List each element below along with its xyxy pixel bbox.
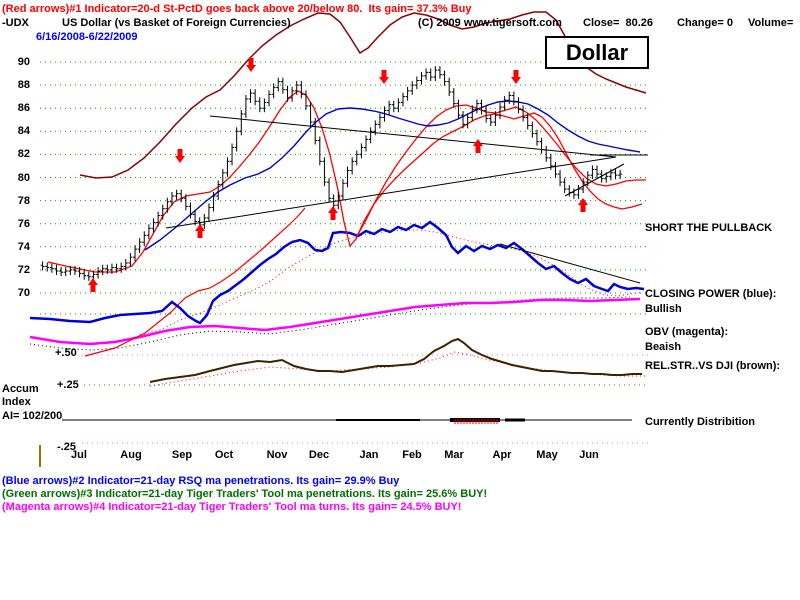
trendline [564, 163, 625, 197]
date-range: 6/16/2008-6/22/2009 [36, 31, 138, 43]
price-tick-72: 72 [17, 263, 30, 276]
sell-arrow-icon [511, 70, 521, 84]
month-label-Mar: Mar [444, 449, 464, 461]
indicator2-line: (Blue arrows)#2 Indicator=21-day RSQ ma … [2, 475, 400, 487]
price-tick-78: 78 [17, 194, 30, 207]
relstr-ma-dotted-line [149, 351, 648, 387]
price-tick-88: 88 [17, 79, 30, 92]
instrument-name: US Dollar (vs Basket of Foreign Currenci… [62, 17, 291, 29]
month-label-Jan: Jan [359, 449, 379, 461]
indicator4-line: (Magenta arrows)#4 Indicator=21-day Tige… [2, 501, 462, 513]
month-label-Jun: Jun [579, 449, 599, 461]
obv-value: Beaish [645, 341, 682, 353]
month-label-May: May [536, 449, 558, 461]
buy-arrow-icon [328, 206, 338, 220]
blue-ma-line [144, 100, 641, 251]
closing-power-line [29, 220, 645, 325]
month-label-Dec: Dec [308, 449, 330, 461]
closing-power-label: CLOSING POWER (blue): [645, 288, 777, 300]
close-value: Close= 80.26 [583, 17, 654, 29]
dollar-label: Dollar [565, 39, 629, 65]
trendline [209, 115, 617, 158]
month-label-Apr: Apr [492, 449, 512, 461]
month-label-Nov: Nov [266, 449, 288, 461]
axis-label-plus25: +.25 [57, 379, 79, 391]
month-label-Sep: Sep [171, 449, 193, 461]
indicator1-title: (Red arrows)#1 Indicator=20-d St-PctD go… [2, 3, 472, 15]
axis-label-minus25: -.25 [57, 441, 76, 453]
trendline [165, 156, 617, 229]
sell-arrow-icon [379, 70, 389, 84]
price-tick-90: 90 [17, 56, 30, 68]
axis-label-plus50: +.50 [55, 347, 77, 359]
relstr-label: REL.STR..VS DJI (brown): [645, 360, 781, 372]
aux-red-line [84, 207, 306, 357]
month-label-Oct: Oct [214, 449, 234, 461]
price-tick-84: 84 [17, 125, 30, 138]
price-tick-82: 82 [17, 148, 30, 161]
closing-power-value: Bullish [645, 303, 682, 315]
ai-value-label: AI= 102/200 [2, 410, 63, 422]
buy-arrow-icon [473, 139, 483, 153]
buy-arrow-icon [578, 198, 588, 212]
volume-value: Volume= [748, 17, 794, 29]
price-tick-80: 80 [17, 171, 30, 184]
closing-power-ma-dotted [139, 229, 643, 336]
ticker-symbol: -UDX [2, 17, 29, 29]
change-value: Change= 0 [677, 17, 733, 29]
note-short-pullback: SHORT THE PULLBACK [645, 222, 773, 234]
red-ma-line [355, 104, 646, 239]
buy-arrow-icon [195, 224, 205, 238]
sell-arrow-icon [246, 58, 256, 72]
copyright: (C) 2009 www.tigersoft.com [418, 17, 562, 29]
obv-line [29, 297, 641, 346]
accum-label-1: Accum [2, 383, 39, 395]
trendline [499, 243, 641, 284]
relstr-value: Currently Distribition [645, 416, 756, 428]
relstr-vs-dji-line [149, 337, 642, 383]
month-label-Aug: Aug [120, 449, 142, 461]
accum-label-2: Index [2, 396, 31, 408]
dollar-label-box: Dollar [545, 36, 649, 69]
month-label-Feb: Feb [402, 449, 422, 461]
price-tick-76: 76 [17, 217, 30, 230]
indicator3-line: (Green arrows)#3 Indicator=21-day Tiger … [2, 488, 488, 500]
obv-label: OBV (magenta): [645, 326, 729, 338]
price-tick-70: 70 [17, 287, 30, 299]
sell-arrow-icon [175, 149, 185, 163]
price-tick-86: 86 [17, 102, 30, 115]
price-tick-74: 74 [17, 240, 30, 253]
lower-band-line [47, 90, 643, 273]
month-label-Jul: Jul [71, 449, 87, 461]
buy-arrow-icon [88, 278, 98, 292]
